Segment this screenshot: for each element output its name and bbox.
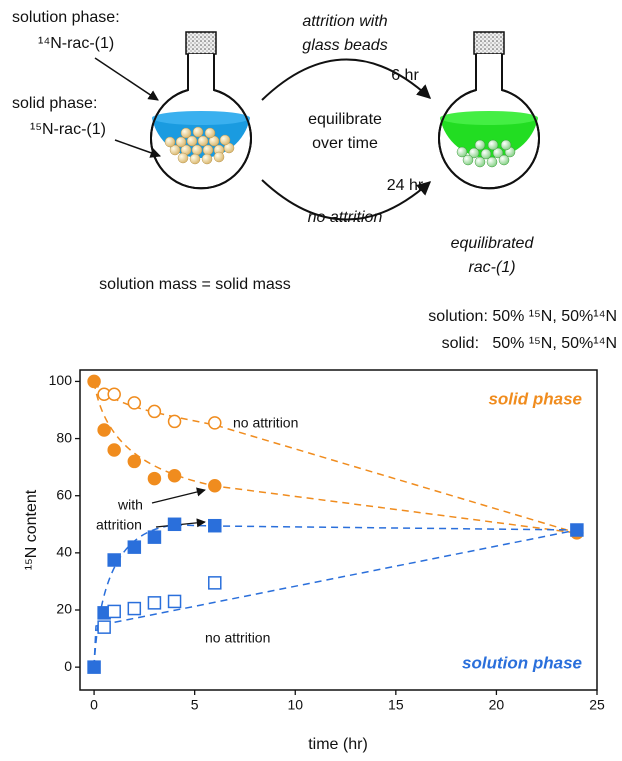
point <box>169 518 181 530</box>
x-tick-label: 10 <box>287 697 303 713</box>
point <box>108 388 120 400</box>
point <box>128 603 140 615</box>
annotation: solid phase <box>488 389 582 408</box>
solution-compound: ¹⁴N-rac-(1) <box>38 35 114 52</box>
solid-label: solid phase: <box>12 95 97 112</box>
point <box>98 424 110 436</box>
annotation: with <box>117 497 143 513</box>
x-tick-label: 20 <box>489 697 505 713</box>
x-tick-label: 0 <box>90 697 98 713</box>
y-tick-label: 80 <box>56 429 72 445</box>
x-tick-label: 15 <box>388 697 404 713</box>
point <box>209 480 221 492</box>
point <box>108 554 120 566</box>
point <box>148 531 160 543</box>
arrow-label: attrition with <box>302 13 387 30</box>
product-label: rac-(1) <box>468 259 515 276</box>
annotation: solution phase <box>462 653 582 672</box>
plot-frame <box>80 370 597 690</box>
point <box>88 375 100 387</box>
x-axis-title: time (hr) <box>308 736 368 753</box>
point <box>169 470 181 482</box>
point <box>209 577 221 589</box>
solid-result: solid: 50% ¹⁵N, 50%¹⁴N <box>442 335 617 352</box>
y-tick-label: 20 <box>56 601 72 617</box>
fit-curves <box>94 382 577 667</box>
arrow-label: no attrition <box>308 209 383 226</box>
y-axis-title: ¹⁵N content <box>23 489 40 570</box>
point <box>88 661 100 673</box>
middle-label: over time <box>312 135 378 152</box>
point <box>108 605 120 617</box>
solution-label: solution phase: <box>12 9 120 26</box>
y-tick-label: 100 <box>49 372 73 388</box>
x-tick-label: 5 <box>191 697 199 713</box>
y-tick-label: 0 <box>64 658 72 674</box>
arrow <box>95 58 158 100</box>
arrow <box>152 490 205 503</box>
product-label: equilibrated <box>451 235 535 252</box>
solid-compound: ¹⁵N-rac-(1) <box>30 121 106 138</box>
point <box>148 405 160 417</box>
point <box>209 520 221 532</box>
figure: solution phase: ¹⁴N-rac-(1) solid phase:… <box>0 0 622 761</box>
annotation: no attrition <box>205 630 270 646</box>
point <box>169 415 181 427</box>
point <box>128 455 140 467</box>
point <box>108 444 120 456</box>
point <box>148 473 160 485</box>
point <box>128 397 140 409</box>
point <box>148 597 160 609</box>
point <box>169 595 181 607</box>
annotation: no attrition <box>233 415 298 431</box>
point <box>98 621 110 633</box>
middle-label: equilibrate <box>308 111 382 128</box>
solution-result: solution: 50% ¹⁵N, 50%¹⁴N <box>428 308 617 325</box>
mass-note: solution mass = solid mass <box>99 276 291 293</box>
point <box>209 417 221 429</box>
time-label: 24 hr <box>387 177 424 194</box>
y-tick-label: 60 <box>56 486 72 502</box>
point <box>128 541 140 553</box>
annotation: attrition <box>96 517 142 533</box>
arrow-label: glass beads <box>302 37 387 54</box>
flask-right <box>439 32 539 188</box>
x-tick-label: 25 <box>589 697 605 713</box>
point <box>571 524 583 536</box>
y-tick-label: 40 <box>56 544 72 560</box>
flask-left <box>151 32 251 188</box>
time-label: 6 hr <box>391 67 419 84</box>
